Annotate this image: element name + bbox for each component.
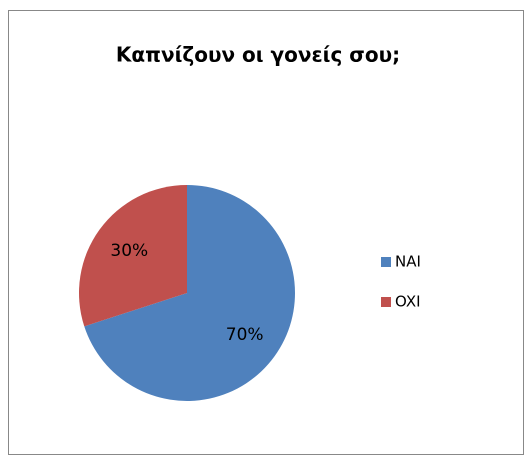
- data-label: 30%: [110, 241, 148, 261]
- pie-slice: [84, 185, 296, 401]
- data-label: 70%: [226, 325, 264, 345]
- legend-swatch: [381, 297, 391, 307]
- legend-label: NAI: [395, 253, 421, 271]
- pie-slice: [79, 185, 187, 327]
- chart-title: Καπνίζουν οι γονείς σου;: [116, 43, 400, 67]
- legend-label: OXI: [395, 293, 421, 311]
- legend-swatch: [381, 257, 391, 267]
